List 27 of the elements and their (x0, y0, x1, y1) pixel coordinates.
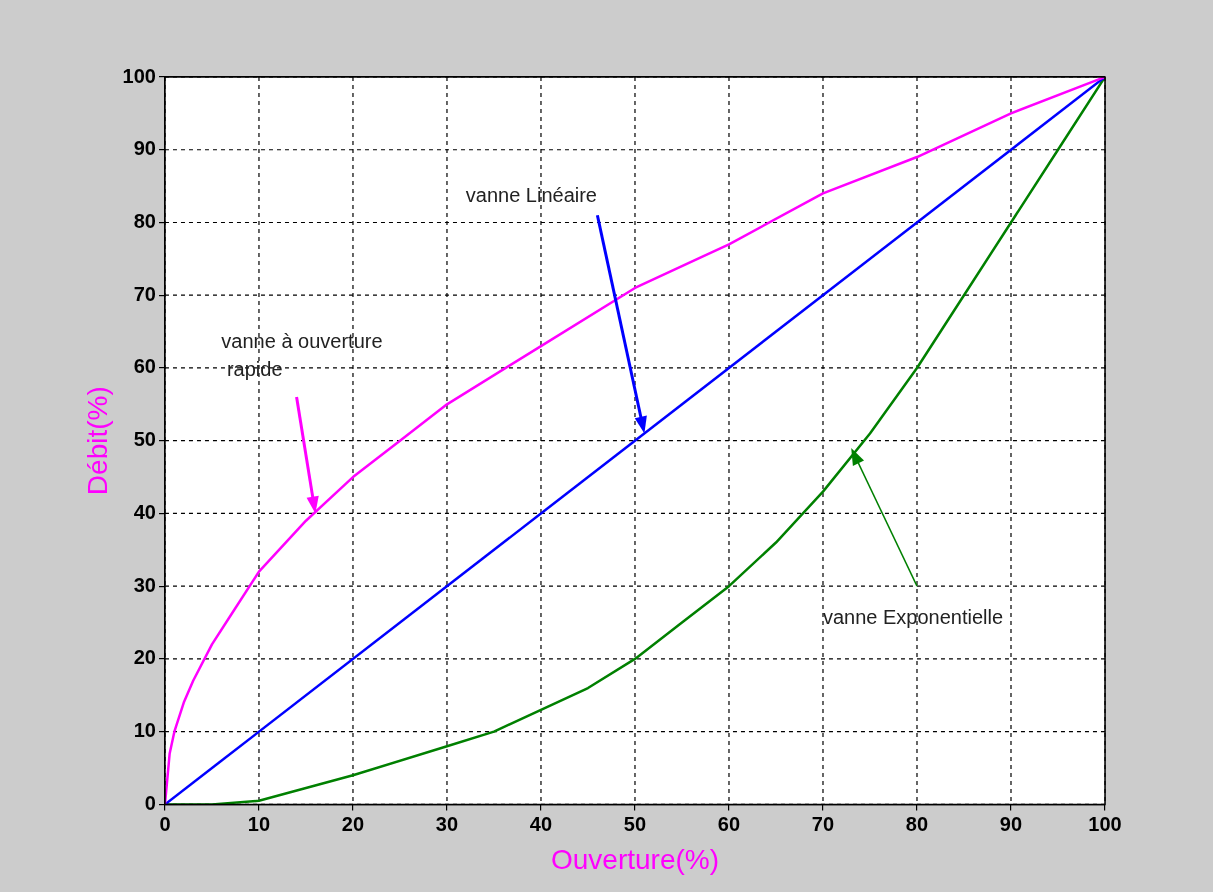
y-tick-label: 80 (133, 210, 156, 232)
x-tick-label: 20 (341, 812, 365, 835)
x-axis-title: Ouverture(%) (550, 843, 720, 875)
y-tick-label: 90 (133, 137, 156, 160)
x-tick-label: 90 (999, 812, 1023, 835)
y-tick-label: 0 (144, 791, 156, 814)
x-tick-label: 40 (529, 812, 553, 835)
x-tick-label: 60 (717, 812, 741, 835)
x-tick-label: 100 (1088, 812, 1122, 835)
x-tick-label: 80 (905, 812, 929, 835)
y-tick-label: 100 (122, 64, 156, 87)
x-tick-label: 10 (247, 812, 271, 835)
annotation: vanne Linéaire (465, 183, 597, 209)
y-tick-label: 70 (133, 282, 156, 305)
x-tick-label: 70 (811, 812, 835, 835)
annotation: vanne à ouverture rapide (221, 328, 383, 382)
y-tick-label: 30 (133, 573, 156, 596)
annotation: vanne Exponentielle (822, 605, 1004, 631)
y-tick-label: 60 (133, 355, 156, 378)
y-tick-label: 10 (133, 719, 156, 742)
x-tick-label: 0 (159, 812, 171, 835)
x-tick-label: 30 (435, 812, 459, 835)
y-tick-label: 50 (133, 428, 156, 451)
x-tick-label: 50 (623, 812, 647, 835)
y-axis-title: Débit(%) (81, 386, 113, 496)
y-tick-label: 20 (133, 646, 156, 669)
y-tick-label: 40 (133, 500, 156, 523)
